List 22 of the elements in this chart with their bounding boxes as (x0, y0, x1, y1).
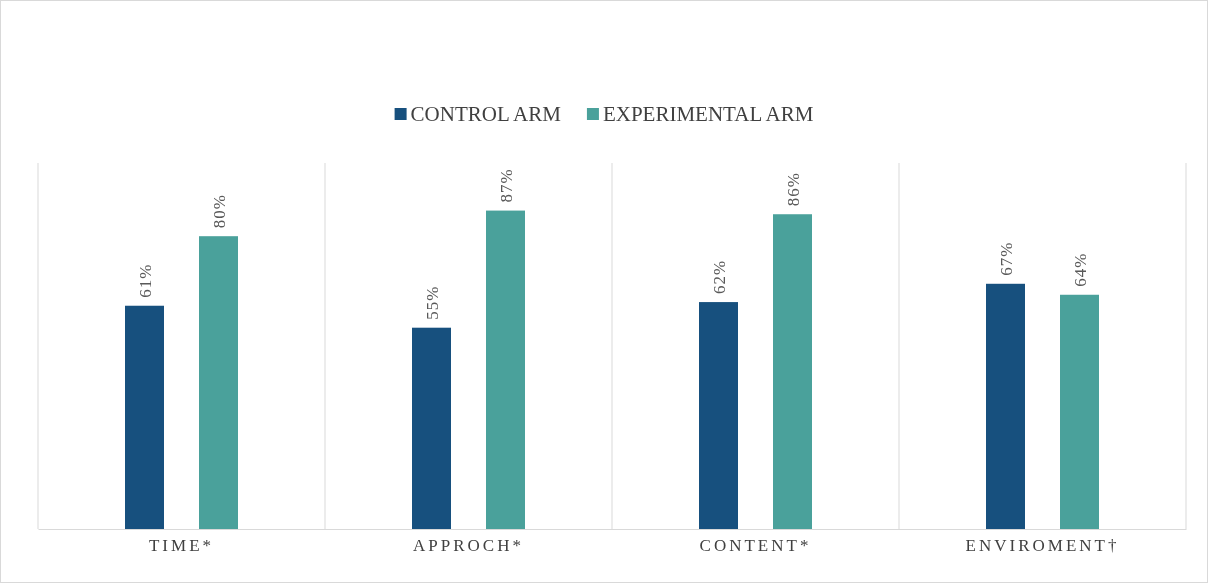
legend-label: EXPERIMENTAL ARM (602, 102, 814, 126)
data-label: 55% (422, 285, 442, 320)
bar (699, 302, 738, 529)
data-label: 61% (135, 263, 155, 298)
bar (199, 236, 238, 529)
data-label: 64% (1070, 252, 1090, 287)
bar (773, 214, 812, 529)
bar (486, 210, 525, 529)
data-label: 87% (496, 168, 516, 203)
x-tick-label: APPROCH* (413, 535, 524, 555)
bar (986, 283, 1025, 529)
legend-label: CONTROL ARM (410, 102, 562, 126)
x-tick-label: ENVIROMENT† (965, 535, 1120, 555)
bar (1060, 294, 1099, 529)
bar (412, 327, 451, 529)
x-tick-label: TIME* (148, 535, 215, 555)
data-label: 62% (709, 259, 729, 295)
bar (125, 305, 164, 529)
data-label: 67% (996, 241, 1016, 276)
data-label: 86% (783, 172, 803, 207)
x-tick-label: CONTENT* (699, 535, 812, 555)
data-label: 80% (209, 194, 229, 229)
